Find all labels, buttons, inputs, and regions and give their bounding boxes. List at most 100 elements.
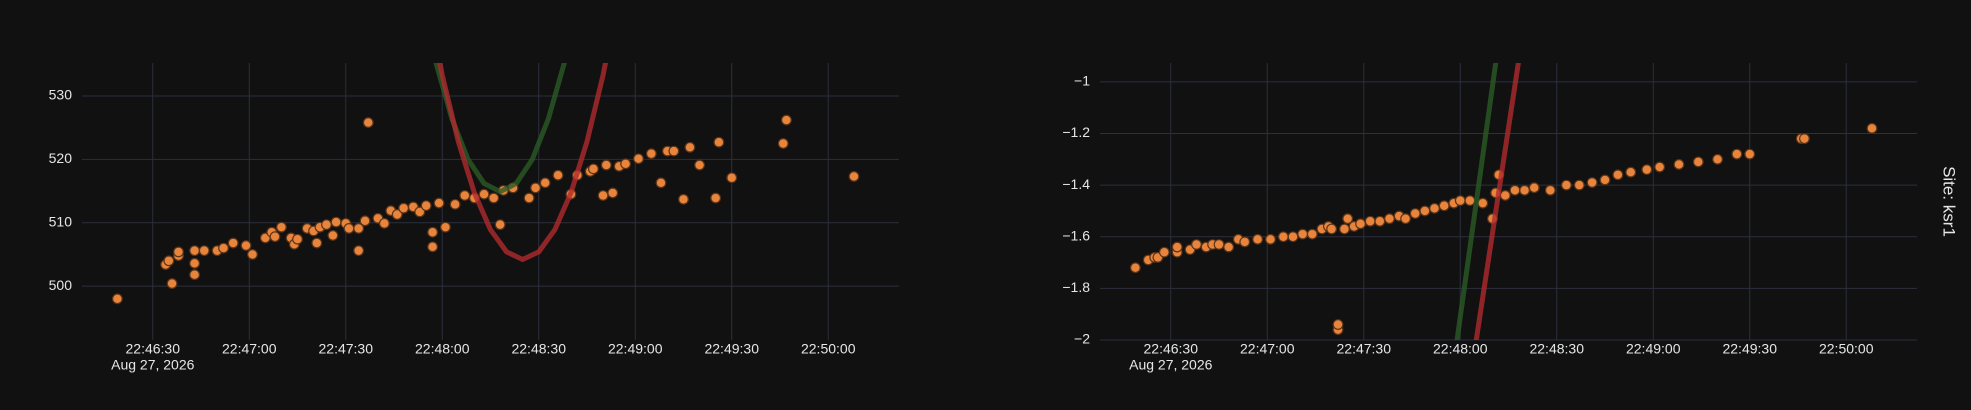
point	[645, 148, 657, 160]
point	[1654, 161, 1666, 173]
point	[198, 245, 210, 257]
point	[713, 136, 725, 148]
point	[292, 233, 303, 245]
point	[321, 219, 332, 231]
point	[1429, 202, 1440, 214]
point	[427, 226, 439, 238]
x-tick-label: 22:50:00	[1819, 341, 1874, 357]
y-tick-label: −1	[1074, 73, 1090, 89]
facet-label: Site: ksr1	[1940, 166, 1959, 237]
plot-area	[111, 63, 860, 305]
point	[1287, 231, 1299, 243]
point	[1499, 190, 1511, 201]
point	[1599, 174, 1611, 186]
x-tick-label: 22:46:30	[126, 341, 181, 357]
point	[1364, 215, 1376, 227]
point	[1419, 205, 1431, 217]
point	[684, 141, 696, 153]
point	[1400, 213, 1411, 225]
point	[1252, 233, 1264, 245]
point	[1223, 241, 1235, 253]
point	[440, 221, 451, 233]
y-tick-label: −1.6	[1062, 227, 1090, 243]
fit-line	[1454, 63, 1499, 340]
x-tick-label: 22:48:30	[511, 341, 566, 357]
point	[1326, 223, 1337, 235]
x-tick-label: 22:48:00	[415, 341, 470, 357]
point	[1374, 215, 1386, 227]
point	[1277, 231, 1289, 243]
point	[1528, 182, 1540, 194]
point	[494, 219, 506, 231]
point	[620, 158, 631, 170]
point	[1191, 239, 1202, 250]
point	[1342, 213, 1354, 225]
point	[1744, 148, 1756, 160]
x-tick-label: 22:49:30	[704, 341, 759, 357]
point	[1573, 179, 1585, 191]
point	[523, 192, 535, 204]
point	[1158, 246, 1170, 258]
point	[391, 209, 403, 220]
point	[781, 114, 792, 126]
point	[1625, 166, 1637, 178]
point	[163, 255, 175, 267]
x-tick-label: 22:47:30	[319, 341, 374, 357]
point	[694, 159, 705, 171]
y-tick-label: −1.4	[1062, 176, 1090, 192]
x-tick-label: 22:48:30	[1529, 341, 1584, 357]
x-tick-label: 22:48:00	[1433, 341, 1488, 357]
x-tick-label: 22:49:00	[1626, 341, 1681, 357]
point	[1673, 159, 1685, 170]
fit-line	[1473, 63, 1521, 340]
point	[1213, 239, 1225, 250]
point	[1692, 156, 1704, 168]
point	[668, 145, 680, 157]
point	[269, 231, 281, 243]
point	[1464, 195, 1476, 206]
x-tick-label: 22:47:00	[1240, 341, 1295, 357]
y-tick-label: 500	[49, 277, 73, 293]
plot-area	[1129, 63, 1878, 340]
point	[1129, 262, 1141, 274]
point	[1712, 153, 1723, 165]
point	[276, 221, 287, 233]
point	[414, 206, 426, 218]
point	[1519, 184, 1530, 196]
point	[353, 223, 365, 234]
point	[189, 269, 200, 281]
point	[166, 278, 178, 289]
x-tick-label: 22:49:30	[1722, 341, 1777, 357]
point	[343, 223, 355, 234]
point	[1454, 195, 1466, 206]
x-tick-label: 22:49:00	[608, 341, 663, 357]
point	[1339, 223, 1350, 235]
point	[655, 177, 667, 189]
point	[848, 171, 860, 182]
point	[1384, 213, 1395, 225]
point	[330, 216, 342, 228]
point	[1438, 200, 1450, 212]
point	[1477, 197, 1489, 209]
point	[607, 187, 619, 199]
point	[378, 217, 390, 229]
fit-line	[437, 63, 609, 262]
x-tick-label: 22:50:00	[801, 341, 856, 357]
point	[362, 117, 374, 128]
y-tick-label: 510	[49, 213, 73, 229]
point	[597, 190, 609, 201]
point	[311, 237, 323, 249]
y-tick-label: −1.8	[1062, 279, 1090, 295]
point	[1586, 177, 1598, 188]
point	[420, 200, 432, 212]
x-date-label: Aug 27, 2026	[1129, 357, 1213, 373]
point	[1239, 236, 1251, 248]
y-tick-label: −2	[1074, 331, 1090, 347]
point	[433, 197, 445, 209]
point	[1409, 208, 1421, 219]
y-tick-label: 520	[49, 150, 73, 166]
point	[1306, 228, 1318, 240]
point	[530, 182, 541, 194]
point	[633, 153, 644, 165]
